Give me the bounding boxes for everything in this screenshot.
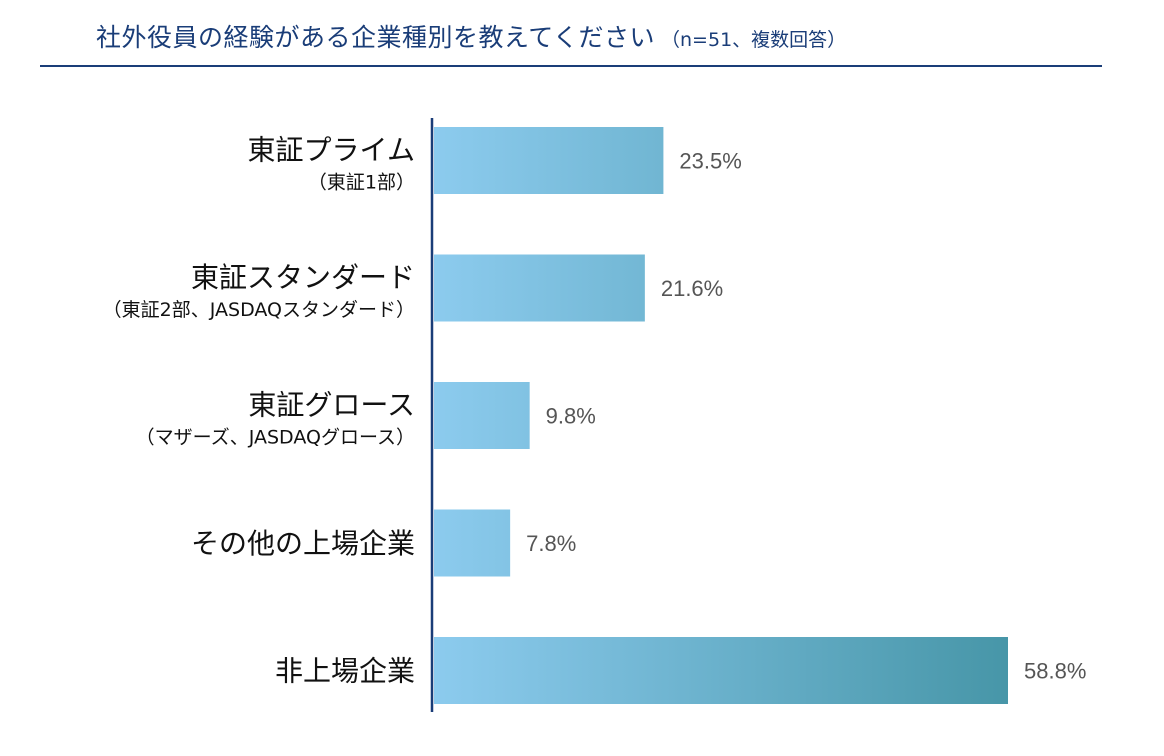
category-label-2: 東証グロース <box>248 389 415 422</box>
value-label-0: 23.5% <box>679 149 741 174</box>
category-label-4: 非上場企業 <box>275 655 415 688</box>
bar-2 <box>434 382 530 449</box>
bar-3 <box>434 509 511 577</box>
bar-4 <box>434 637 1008 704</box>
value-label-4: 58.8% <box>1024 659 1086 684</box>
value-label-2: 9.8% <box>546 404 596 429</box>
value-label-3: 7.8% <box>526 531 576 556</box>
category-label-1: 東証スタンダード <box>191 261 415 294</box>
title-divider <box>40 65 1102 67</box>
chart-title: 社外役員の経験がある企業種別を教えてください （n=51、複数回答） <box>96 18 846 58</box>
bars-layer <box>434 127 1008 704</box>
category-note-1: （東証2部、JASDAQスタンダード） <box>103 299 415 321</box>
bar-0 <box>434 127 664 194</box>
labels-layer: 23.5% 東証プライム （東証1部） 21.6% 東証スタンダード （東証2部、JASD… <box>103 134 1087 688</box>
category-note-0: （東証1部） <box>308 172 415 194</box>
bar-1 <box>434 254 645 322</box>
chart-subtitle: （n=51、複数回答） <box>661 29 847 51</box>
category-label-3: その他の上場企業 <box>191 527 415 560</box>
value-label-1: 21.6% <box>661 276 723 301</box>
chart-title-main: 社外役員の経験がある企業種別を教えてください <box>96 23 656 52</box>
category-label-0: 東証プライム <box>248 134 415 167</box>
category-note-2: （マザーズ、JASDAQグロース） <box>136 427 415 449</box>
